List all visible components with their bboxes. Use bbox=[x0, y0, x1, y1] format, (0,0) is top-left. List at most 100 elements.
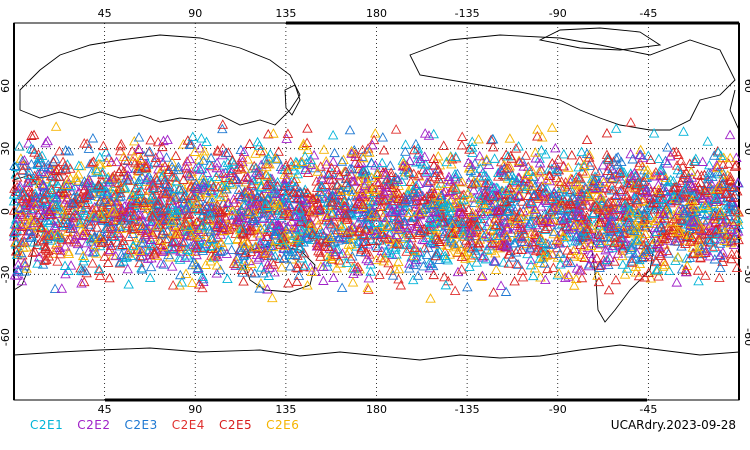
observation-triangle bbox=[320, 155, 332, 166]
observation-triangle bbox=[315, 251, 326, 261]
observation-triangle bbox=[113, 221, 125, 232]
observation-triangle bbox=[325, 207, 336, 218]
observation-triangle bbox=[339, 222, 350, 232]
observation-triangle bbox=[111, 156, 122, 167]
observation-triangle bbox=[655, 213, 666, 224]
observation-triangle bbox=[147, 210, 158, 220]
observation-triangle bbox=[534, 253, 546, 263]
observation-triangle bbox=[297, 195, 308, 205]
observation-triangle bbox=[71, 229, 82, 240]
observation-triangle bbox=[381, 220, 393, 230]
observation-triangle bbox=[320, 192, 331, 203]
observation-triangle bbox=[127, 220, 139, 231]
observation-triangle bbox=[186, 202, 198, 213]
observation-triangle bbox=[548, 228, 559, 239]
observation-triangle bbox=[180, 189, 192, 200]
observation-triangle bbox=[288, 164, 300, 175]
observation-triangle bbox=[552, 269, 563, 280]
observation-triangle bbox=[684, 223, 695, 233]
observation-triangle bbox=[290, 156, 302, 167]
observation-triangle bbox=[548, 262, 559, 272]
observation-triangle bbox=[565, 198, 577, 208]
observation-triangle bbox=[250, 241, 262, 251]
observation-triangle bbox=[624, 208, 636, 218]
observation-triangle bbox=[516, 222, 527, 233]
observation-triangle bbox=[578, 226, 589, 237]
observation-triangle bbox=[84, 158, 96, 169]
observation-triangle bbox=[208, 181, 219, 192]
observation-triangle bbox=[75, 262, 86, 273]
observation-triangle bbox=[289, 181, 301, 192]
observation-triangle bbox=[502, 198, 513, 208]
observation-triangle bbox=[236, 204, 247, 214]
observation-triangle bbox=[135, 221, 147, 231]
observation-triangle bbox=[338, 196, 350, 207]
observation-triangle bbox=[367, 192, 378, 202]
observation-triangle bbox=[49, 220, 61, 231]
observation-triangle bbox=[640, 228, 651, 239]
observation-triangle bbox=[450, 183, 462, 194]
observation-triangle bbox=[268, 197, 280, 208]
observation-triangle bbox=[231, 256, 242, 266]
lat-tick-label: -30 bbox=[0, 265, 12, 283]
observation-triangle bbox=[688, 215, 700, 226]
observation-triangle bbox=[391, 238, 403, 248]
observation-triangle bbox=[573, 203, 585, 213]
observation-triangle bbox=[88, 156, 99, 166]
observation-triangle bbox=[478, 210, 489, 220]
observation-triangle bbox=[336, 220, 347, 231]
observation-triangle bbox=[210, 221, 222, 232]
observation-triangle bbox=[465, 227, 476, 237]
observation-triangle bbox=[255, 145, 266, 156]
observation-triangle bbox=[56, 234, 67, 244]
observation-triangle bbox=[678, 208, 690, 218]
observation-triangle bbox=[231, 234, 243, 245]
observation-triangle bbox=[14, 140, 25, 151]
observation-triangle bbox=[489, 256, 500, 266]
observation-triangle bbox=[511, 258, 522, 269]
observation-triangle bbox=[727, 192, 739, 202]
observation-triangle bbox=[536, 144, 547, 155]
observation-triangle bbox=[162, 233, 173, 244]
observation-triangle bbox=[137, 220, 149, 230]
observation-triangle bbox=[539, 258, 550, 268]
observation-triangle bbox=[530, 245, 542, 256]
observation-triangle bbox=[409, 144, 420, 155]
observation-triangle bbox=[13, 202, 25, 212]
observation-triangle bbox=[63, 265, 74, 275]
observation-triangle bbox=[465, 165, 477, 175]
observation-triangle bbox=[640, 236, 652, 247]
observation-triangle bbox=[343, 208, 355, 218]
observation-triangle bbox=[583, 234, 594, 244]
observation-triangle bbox=[185, 190, 197, 201]
observation-triangle bbox=[439, 271, 450, 282]
observation-triangle bbox=[393, 215, 405, 225]
observation-triangle bbox=[673, 205, 685, 216]
observation-triangle bbox=[524, 166, 535, 176]
observation-triangle bbox=[626, 175, 638, 186]
observation-triangle bbox=[10, 245, 22, 256]
observation-triangle bbox=[681, 167, 692, 177]
observation-triangle bbox=[326, 162, 337, 173]
observation-triangle bbox=[320, 179, 331, 189]
observation-triangle bbox=[291, 276, 303, 286]
observation-triangle bbox=[98, 208, 110, 218]
observation-triangle bbox=[519, 175, 531, 186]
observation-triangle bbox=[548, 226, 560, 236]
observation-triangle bbox=[279, 208, 290, 219]
observation-triangle bbox=[550, 142, 561, 153]
observation-triangle bbox=[681, 231, 693, 241]
observation-triangle bbox=[446, 154, 458, 164]
observation-triangle bbox=[540, 185, 551, 195]
observation-triangle bbox=[105, 223, 117, 233]
observation-triangle bbox=[167, 203, 179, 214]
observation-triangle bbox=[585, 240, 597, 251]
observation-triangle bbox=[387, 270, 399, 280]
observation-triangle bbox=[231, 214, 243, 225]
observation-triangle bbox=[207, 240, 218, 251]
observation-triangle bbox=[121, 218, 132, 228]
observation-triangle bbox=[476, 271, 487, 281]
observation-triangle bbox=[186, 139, 197, 149]
observation-triangle bbox=[356, 244, 367, 254]
observation-triangle bbox=[501, 162, 513, 173]
